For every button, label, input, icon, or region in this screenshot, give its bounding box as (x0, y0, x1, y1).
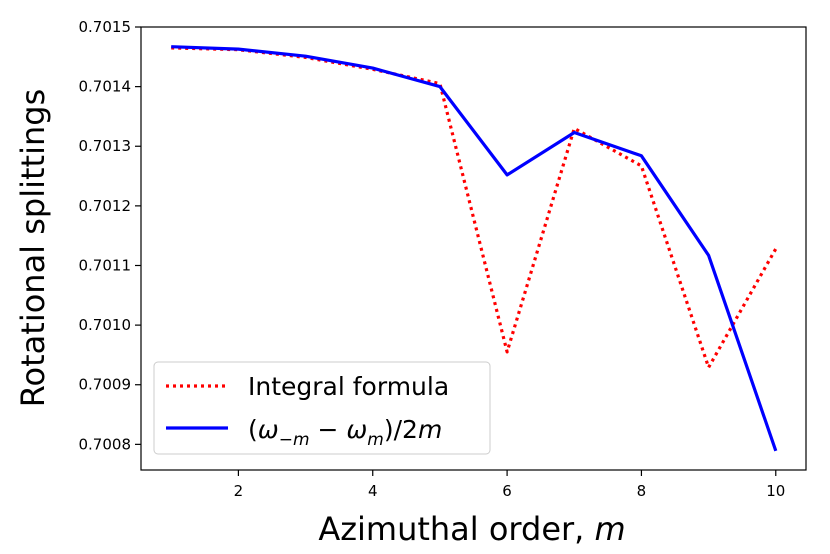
x-axis-title: Azimuthal order, m (318, 510, 625, 548)
y-tick-label: 0.7010 (79, 316, 132, 334)
y-tick-label: 0.7009 (79, 376, 132, 394)
legend-label-integral-formula: Integral formula (248, 372, 449, 401)
y-tick-label: 0.7014 (79, 78, 132, 96)
y-tick-label: 0.7011 (79, 256, 132, 274)
y-axis-title-text: Rotational splittings (14, 89, 52, 408)
plot-area (171, 45, 778, 452)
x-tick-label: 8 (637, 482, 647, 500)
y-tick-label: 0.7013 (79, 137, 132, 155)
series-line-integral-formula (171, 46, 778, 369)
y-tick-label: 0.7012 (79, 197, 132, 215)
y-tick-label: 0.7008 (79, 435, 132, 453)
y-tick-label: 0.7015 (79, 18, 132, 36)
x-tick-label: 6 (502, 482, 512, 500)
x-axis-title-text: Azimuthal order, (318, 510, 594, 548)
x-tick-label: 10 (766, 482, 785, 500)
series-line-frequency-difference (171, 45, 778, 452)
plot-frame (140, 26, 807, 471)
legend-box (153, 361, 491, 455)
legend: Integral formula (ω−m − ωm)/2m (153, 361, 491, 455)
x-tick-label: 4 (368, 482, 378, 500)
x-tick-label: 2 (234, 482, 244, 500)
axis-ticks: 2 4 6 8 10 0.7008 0.7009 0.7010 0.7011 0.7012 0.70… (79, 18, 786, 500)
y-axis-title: Rotational splittings (14, 89, 52, 408)
